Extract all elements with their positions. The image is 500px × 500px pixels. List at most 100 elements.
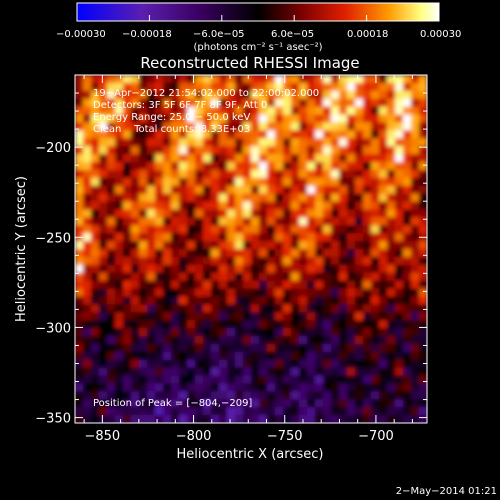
- heatmap-cell: [379, 304, 388, 313]
- heatmap-cell: [235, 233, 244, 242]
- heatmap-cell: [275, 106, 284, 116]
- heatmap-cell: [259, 82, 268, 92]
- heatmap-cell: [219, 122, 228, 131]
- heatmap-cell: [115, 217, 124, 226]
- heatmap-cell: [219, 209, 228, 218]
- heatmap-cell: [139, 256, 148, 266]
- heatmap-cell: [195, 106, 204, 116]
- heatmap-cell: [187, 367, 196, 377]
- heatmap-cell: [331, 233, 340, 242]
- heatmap-cell: [363, 193, 372, 203]
- heatmap-cell: [323, 209, 332, 218]
- heatmap-cell: [331, 351, 340, 361]
- heatmap-cell: [123, 185, 132, 195]
- heatmap-cell: [291, 75, 300, 84]
- heatmap-cell: [291, 154, 300, 163]
- heatmap-cell: [275, 288, 284, 298]
- heatmap-cell: [179, 106, 188, 116]
- heatmap-cell: [123, 225, 132, 234]
- heatmap-cell: [395, 280, 404, 290]
- heatmap-cell: [395, 351, 404, 361]
- heatmap-cell: [347, 90, 356, 100]
- heatmap-cell: [187, 146, 196, 155]
- heatmap-cell: [123, 367, 132, 377]
- heatmap-cell: [347, 312, 356, 321]
- heatmap-cell: [403, 185, 412, 195]
- heatmap-cell: [235, 75, 244, 84]
- heatmap-cell: [179, 162, 188, 171]
- heatmap-cell: [139, 201, 148, 211]
- heatmap-cell: [155, 399, 164, 408]
- heatmap-cell: [107, 75, 116, 84]
- heatmap-cell: [163, 264, 172, 274]
- heatmap-cell: [259, 312, 268, 321]
- heatmap-cell: [171, 122, 180, 131]
- heatmap-cell: [203, 304, 212, 313]
- heatmap-cell: [387, 162, 396, 171]
- heatmap-cell: [411, 98, 420, 108]
- heatmap-cell: [99, 225, 108, 234]
- heatmap-cell: [347, 138, 356, 147]
- heatmap-cell: [387, 256, 396, 266]
- heatmap-cell: [211, 82, 220, 92]
- heatmap-cell: [187, 351, 196, 361]
- heatmap-cell: [387, 375, 396, 385]
- heatmap-cell: [395, 146, 404, 155]
- heatmap-cell: [171, 90, 180, 100]
- heatmap-cell: [387, 328, 396, 337]
- heatmap-cell: [83, 241, 92, 250]
- heatmap-cell: [363, 407, 372, 416]
- heatmap-cell: [195, 264, 204, 274]
- heatmap-cell: [315, 280, 324, 290]
- heatmap-cell: [83, 98, 92, 108]
- heatmap-cell: [291, 407, 300, 416]
- heatmap-cell: [171, 233, 180, 242]
- heatmap-cell: [411, 367, 420, 377]
- heatmap-cell: [307, 217, 316, 226]
- heatmap-cell: [387, 407, 396, 416]
- heatmap-cell: [155, 272, 164, 282]
- heatmap-cell: [171, 177, 180, 187]
- heatmap-cell: [419, 154, 427, 163]
- heatmap-cell: [411, 343, 420, 353]
- heatmap-cell: [179, 90, 188, 100]
- heatmap-cell: [299, 225, 308, 234]
- heatmap-cell: [299, 75, 308, 84]
- heatmap-cell: [139, 296, 148, 305]
- heatmap-cell: [203, 407, 212, 416]
- heatmap-cell: [339, 106, 348, 116]
- heatmap-cell: [379, 375, 388, 385]
- heatmap-cell: [171, 399, 180, 408]
- heatmap-cell: [99, 288, 108, 298]
- heatmap-cell: [419, 288, 427, 298]
- heatmap-cell: [171, 209, 180, 218]
- heatmap-cell: [187, 336, 196, 345]
- heatmap-cell: [331, 114, 340, 124]
- heatmap-cell: [315, 288, 324, 298]
- heatmap-cell: [331, 138, 340, 147]
- heatmap-cell: [299, 201, 308, 211]
- heatmap-cell: [371, 328, 380, 337]
- heatmap-cell: [379, 320, 388, 329]
- heatmap-cell: [235, 114, 244, 124]
- heatmap-cell: [323, 90, 332, 100]
- heatmap-cell: [251, 122, 260, 131]
- heatmap-cell: [267, 359, 276, 369]
- heatmap-cell: [115, 296, 124, 305]
- heatmap-cell: [291, 320, 300, 329]
- heatmap-cell: [123, 336, 132, 345]
- heatmap-cell: [323, 383, 332, 392]
- heatmap-cell: [195, 399, 204, 408]
- heatmap-cell: [371, 177, 380, 187]
- heatmap-cell: [419, 383, 427, 392]
- heatmap-cell: [147, 407, 156, 416]
- heatmap-cell: [395, 98, 404, 108]
- heatmap-cell: [347, 185, 356, 195]
- heatmap-cell: [211, 114, 220, 124]
- heatmap-cell: [99, 241, 108, 250]
- heatmap-cell: [187, 225, 196, 234]
- heatmap-cell: [307, 272, 316, 282]
- heatmap-cell: [283, 312, 292, 321]
- heatmap-cell: [363, 383, 372, 392]
- heatmap-cell: [363, 280, 372, 290]
